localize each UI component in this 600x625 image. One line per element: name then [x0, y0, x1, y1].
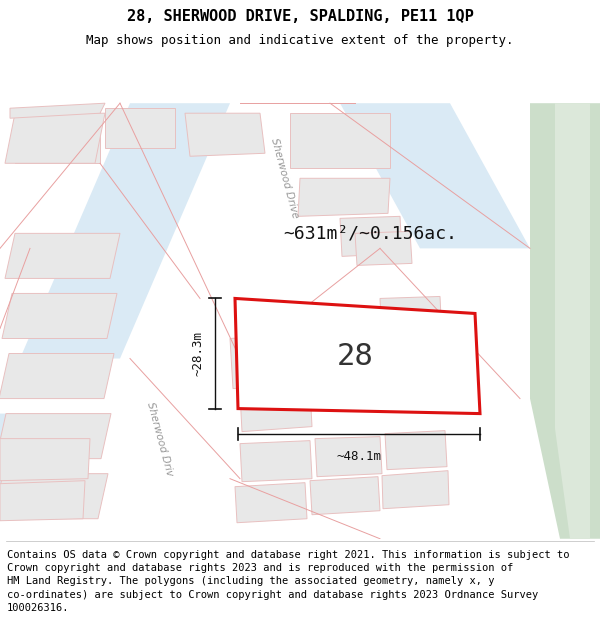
Polygon shape: [382, 471, 449, 509]
Polygon shape: [0, 474, 108, 519]
Text: Sherwood Driv: Sherwood Driv: [145, 401, 175, 477]
Text: Map shows position and indicative extent of the property.: Map shows position and indicative extent…: [86, 34, 514, 47]
Polygon shape: [230, 334, 308, 389]
Polygon shape: [105, 108, 175, 148]
Polygon shape: [10, 103, 105, 118]
Polygon shape: [298, 178, 390, 216]
Text: ~28.3m: ~28.3m: [192, 331, 205, 376]
Polygon shape: [0, 481, 85, 521]
Polygon shape: [0, 354, 114, 399]
Polygon shape: [5, 233, 120, 278]
Polygon shape: [555, 103, 590, 539]
Polygon shape: [340, 103, 530, 248]
Polygon shape: [530, 103, 600, 539]
Polygon shape: [0, 439, 90, 481]
Text: 28, SHERWOOD DRIVE, SPALDING, PE11 1QP: 28, SHERWOOD DRIVE, SPALDING, PE11 1QP: [127, 9, 473, 24]
Polygon shape: [240, 441, 312, 482]
Polygon shape: [2, 294, 117, 339]
Text: ~48.1m: ~48.1m: [337, 449, 382, 462]
Polygon shape: [315, 437, 382, 477]
Polygon shape: [380, 296, 442, 341]
Polygon shape: [5, 113, 105, 163]
Polygon shape: [185, 113, 265, 156]
Text: Sherwood Drive: Sherwood Drive: [269, 137, 301, 219]
Text: ~631m²/~0.156ac.: ~631m²/~0.156ac.: [283, 224, 457, 243]
Polygon shape: [20, 103, 230, 359]
Polygon shape: [15, 108, 100, 163]
Polygon shape: [240, 389, 312, 432]
Polygon shape: [235, 299, 480, 414]
Polygon shape: [235, 482, 307, 522]
Polygon shape: [340, 216, 402, 256]
Text: Contains OS data © Crown copyright and database right 2021. This information is : Contains OS data © Crown copyright and d…: [7, 550, 570, 612]
Polygon shape: [0, 414, 90, 489]
Polygon shape: [385, 431, 447, 469]
Polygon shape: [310, 477, 380, 515]
Polygon shape: [0, 414, 111, 459]
Polygon shape: [290, 113, 390, 168]
Text: 28: 28: [337, 342, 373, 371]
Polygon shape: [355, 231, 412, 266]
